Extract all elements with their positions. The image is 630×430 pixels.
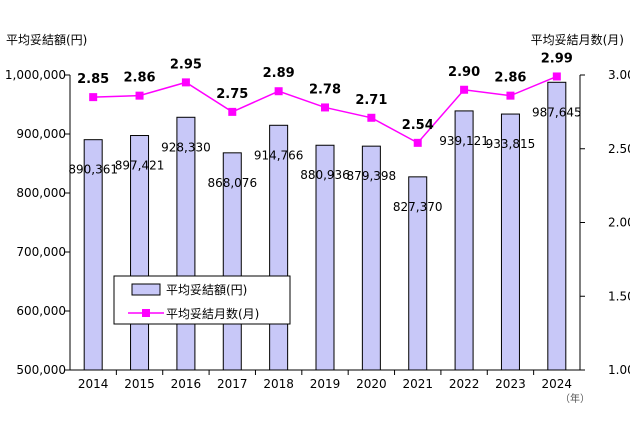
line-point	[413, 138, 422, 147]
bar	[83, 139, 103, 371]
bar-data-label: 879,398	[347, 169, 397, 183]
left-tick-label: 500,000	[16, 363, 66, 377]
axes: 500,000 600,000 700,000 800,000 900,000 1,000…	[5, 68, 630, 377]
line-data-label: 2.75	[216, 87, 248, 102]
bar	[547, 81, 567, 371]
x-tick-label: 2021	[402, 377, 433, 391]
bar	[408, 176, 428, 371]
x-tick-label: 2020	[356, 377, 387, 391]
right-tick-label: 2.00	[608, 216, 630, 230]
line-data-label: 2.99	[541, 51, 573, 66]
line-data-label: 2.86	[494, 71, 526, 86]
bar-data-label: 914,766	[254, 148, 304, 162]
bar	[361, 145, 381, 371]
bar-data-label: 880,936	[300, 168, 350, 182]
right-tick-label: 1.00	[608, 363, 630, 377]
line-point	[89, 93, 98, 102]
line-point	[506, 91, 515, 100]
line-data-label: 2.85	[77, 72, 109, 87]
x-tick-label: 2014	[78, 377, 109, 391]
right-tick-label: 2.50	[608, 142, 630, 156]
x-tick-label: 2016	[171, 377, 202, 391]
x-tick-label: 2024	[542, 377, 573, 391]
bar	[500, 113, 520, 371]
line-series	[89, 72, 561, 147]
line-data-label: 2.86	[124, 71, 156, 86]
legend: 平均妥結額(円) 平均妥結月数(月)	[113, 275, 291, 325]
x-tick-labels: 2014 2015 2016 2017 2018 2019 2020 2021 2022 2023…	[78, 377, 572, 391]
left-tick-label: 700,000	[16, 245, 66, 259]
line-point	[552, 72, 561, 81]
bar	[315, 144, 335, 371]
left-tick-label: 1,000,000	[5, 68, 66, 82]
bar-data-label: 897,421	[115, 159, 165, 173]
bar-data-label: 987,645	[532, 105, 582, 119]
line-point	[367, 113, 376, 122]
left-axis-title: 平均妥結額(円)	[6, 33, 87, 47]
line-point	[228, 107, 237, 116]
bar-data-label: 933,815	[486, 137, 536, 151]
x-tick-label: 2015	[124, 377, 155, 391]
line-labels: 2.85 2.86 2.95 2.75 2.89 2.78 2.71 2.54 2.90 2.86…	[77, 51, 573, 132]
line-point	[181, 78, 190, 87]
right-tick-label: 3.00	[608, 68, 630, 82]
x-tick-label: 2023	[495, 377, 526, 391]
line-point	[274, 87, 283, 96]
left-tick-label: 900,000	[16, 127, 66, 141]
bar-data-label: 928,330	[161, 140, 211, 154]
bar-data-label: 939,121	[439, 134, 489, 148]
legend-bar-label: 平均妥結額(円)	[166, 283, 247, 297]
line-data-label: 2.95	[170, 57, 202, 72]
line-point	[135, 91, 144, 100]
line-data-label: 2.54	[402, 118, 434, 133]
left-tick-label: 800,000	[16, 186, 66, 200]
line-data-label: 2.90	[448, 65, 480, 80]
line-data-label: 2.78	[309, 82, 341, 97]
line-data-label: 2.71	[355, 93, 387, 108]
bar-data-label: 827,370	[393, 200, 443, 214]
x-axis-unit: （年）	[560, 392, 590, 405]
right-axis-title: 平均妥結月数(月)	[531, 32, 624, 47]
bar-data-label: 890,361	[68, 163, 118, 177]
bar	[176, 116, 196, 371]
bar-series	[83, 81, 567, 371]
x-tick-label: 2019	[310, 377, 341, 391]
legend-line-label: 平均妥結月数(月)	[166, 306, 259, 321]
x-tick-label: 2018	[263, 377, 294, 391]
bar-data-label: 868,076	[207, 176, 257, 190]
right-tick-label: 1.50	[608, 289, 630, 303]
bar	[454, 110, 474, 371]
x-tick-label: 2022	[449, 377, 480, 391]
line-data-label: 2.89	[263, 66, 295, 81]
x-tick-label: 2017	[217, 377, 248, 391]
left-tick-label: 600,000	[16, 304, 66, 318]
line-point	[460, 85, 469, 94]
line-point	[321, 103, 329, 112]
legend-line-marker	[142, 309, 150, 317]
legend-bar-swatch	[131, 283, 161, 296]
